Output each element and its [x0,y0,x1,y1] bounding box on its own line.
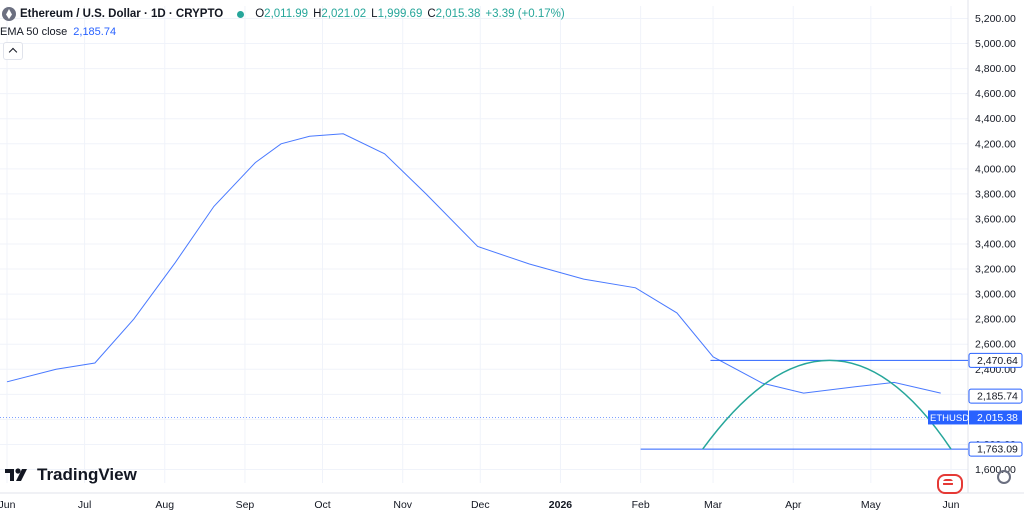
tradingview-logo[interactable]: TradingView [5,465,137,485]
last-price-tag-label: 2,015.38 [977,412,1018,424]
symbol-tag-box [928,410,968,425]
y-tick-label: 3,600.00 [975,213,1016,225]
y-tick-label: 4,200.00 [975,138,1016,150]
change-value: +3.39 (+0.17%) [485,8,565,20]
x-tick-label: Aug [155,499,174,511]
high-key: H [313,8,322,20]
indicator-legend[interactable]: EMA 50 close 2,185.74 [0,26,116,38]
y-tick-label: 3,000.00 [975,289,1016,301]
symbol-title[interactable]: Ethereum / U.S. Dollar · 1D · CRYPTO [20,8,224,20]
level-tag-label: 1,763.09 [977,444,1018,456]
x-tick-label: Jun [0,499,16,511]
level-tag-box [968,441,1023,457]
y-tick-label: 4,800.00 [975,63,1016,75]
x-tick-label: Jul [78,499,91,511]
y-tick-label: 3,800.00 [975,188,1016,200]
x-tick-label: Sep [236,499,255,511]
x-tick-label: 2026 [549,499,573,511]
x-tick-label: Dec [471,499,490,511]
y-tick-label: 2,600.00 [975,339,1016,351]
chart-legend-header: Ethereum / U.S. Dollar · 1D · CRYPTO O 2,… [0,5,565,23]
x-tick-label: Jun [943,499,960,511]
low-key: L [371,8,378,20]
y-tick-label: 3,400.00 [975,239,1016,251]
settings-gear-icon[interactable] [997,470,1011,484]
y-tick-label: 4,400.00 [975,113,1016,125]
close-value: 2,015.38 [435,8,481,20]
level-tag-box [968,352,1023,368]
ema-price-tag-box [968,388,1023,404]
collapse-legend-button[interactable] [3,42,23,60]
ethereum-icon [2,7,16,21]
x-tick-label: Oct [314,499,330,511]
tradingview-logo-icon [5,468,27,481]
us-flag-icon[interactable] [937,474,963,494]
x-tick-label: Mar [704,499,723,511]
y-tick-label: 5,000.00 [975,38,1016,50]
x-tick-label: Nov [393,499,412,511]
indicator-label: EMA 50 close [0,26,68,38]
y-tick-label: 5,200.00 [975,13,1016,25]
ema50-line [6,133,941,394]
open-value: 2,011.99 [264,8,309,20]
x-tick-label: May [861,499,882,511]
level-tag-label: 2,470.64 [977,355,1018,367]
y-tick-label: 3,200.00 [975,264,1016,276]
y-tick-label: 4,600.00 [975,88,1016,100]
market-status-dot [237,10,245,18]
close-key: C [427,8,436,20]
x-tick-label: Apr [785,499,802,511]
ema-price-tag-label: 2,185.74 [977,391,1018,403]
y-tick-label: 2,800.00 [975,314,1016,326]
symbol-tag-label: ETHUSD [930,413,969,424]
indicator-value: 2,185.74 [73,26,117,38]
open-key: O [255,8,265,20]
high-value: 2,021.02 [321,8,367,20]
tradingview-logo-text: TradingView [37,465,137,484]
low-value: 1,999.69 [377,8,423,20]
y-tick-label: 4,000.00 [975,163,1016,175]
x-tick-label: Feb [632,499,650,511]
last-price-tag-box [969,410,1022,425]
arc-drawing [702,359,952,450]
